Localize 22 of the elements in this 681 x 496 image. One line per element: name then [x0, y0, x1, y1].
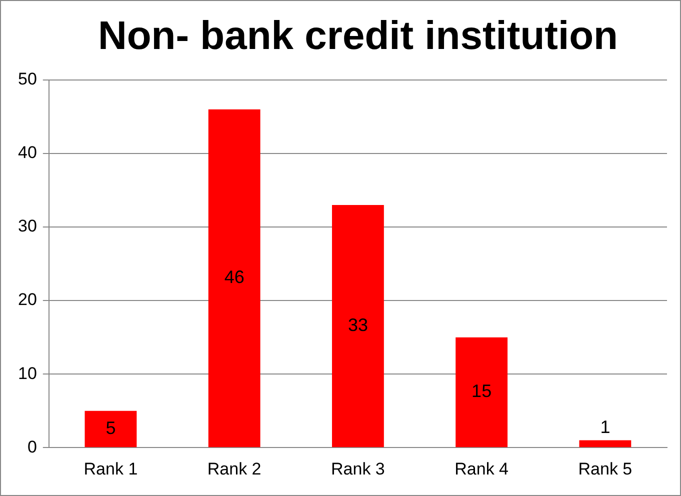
- y-tick-label: 20: [18, 290, 37, 310]
- x-tick-label: Rank 1: [84, 459, 138, 478]
- bar: [208, 109, 260, 448]
- x-tick-label: Rank 2: [207, 459, 262, 478]
- data-label: 5: [106, 418, 116, 438]
- x-tick-label: Rank 4: [454, 459, 509, 478]
- bar: [579, 440, 632, 448]
- y-tick-label: 10: [18, 364, 37, 383]
- y-tick-label: 40: [18, 143, 37, 162]
- bar: [84, 410, 137, 448]
- bar: [332, 204, 384, 448]
- y-tick-label: 0: [27, 437, 37, 456]
- chart-title: Non- bank credit institution: [98, 14, 618, 58]
- x-tick-label: Rank 5: [578, 459, 632, 478]
- data-label: 33: [348, 315, 368, 336]
- data-label: 46: [224, 267, 244, 288]
- y-tick-label: 30: [18, 216, 37, 236]
- bar: [456, 337, 508, 448]
- data-label: 1: [600, 417, 610, 438]
- data-label: 15: [472, 381, 492, 402]
- x-tick-label: Rank 3: [331, 459, 385, 478]
- y-tick-label: 50: [18, 70, 37, 89]
